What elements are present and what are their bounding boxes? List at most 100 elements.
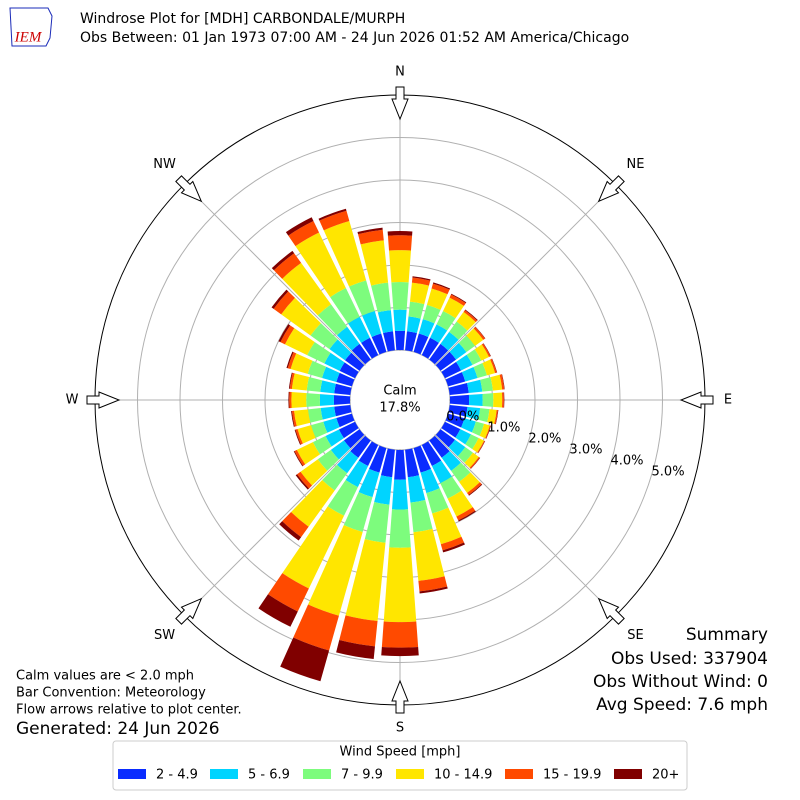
bar-segment xyxy=(440,331,459,351)
bar-segment xyxy=(421,441,442,467)
bar-segment xyxy=(480,377,493,392)
bar-segment xyxy=(469,456,480,469)
bar-segment xyxy=(435,351,457,371)
bar-segment xyxy=(383,547,417,623)
summary: Obs Without Wind: 0 xyxy=(593,672,768,692)
bar-segment xyxy=(466,349,482,365)
flow-arrow xyxy=(597,175,625,203)
bar-segment xyxy=(330,288,360,324)
bar-segment xyxy=(291,480,335,527)
bar-segment xyxy=(361,337,379,359)
bar-segment xyxy=(421,337,439,359)
bar-segment xyxy=(487,409,497,424)
bar-segment xyxy=(322,464,348,491)
compass-label: NE xyxy=(626,157,644,172)
bar-segment xyxy=(450,293,467,304)
bar-segment xyxy=(380,448,395,478)
bar-segment xyxy=(291,392,307,408)
legend-label: 7 - 9.9 xyxy=(341,768,383,783)
bar-segment xyxy=(502,392,504,408)
bar-segment xyxy=(493,392,503,408)
legend-label: 15 - 19.9 xyxy=(543,768,601,783)
bar-segment xyxy=(441,421,461,438)
bar-segment xyxy=(501,374,505,390)
bar-segment xyxy=(449,342,467,360)
bar-segment xyxy=(467,379,483,394)
bar-segment xyxy=(455,429,472,445)
logo-text: IEM xyxy=(14,29,43,45)
bar-segment xyxy=(449,294,466,306)
legend-label: 2 - 4.9 xyxy=(156,768,198,783)
bar-segment xyxy=(327,480,358,516)
bar-segment xyxy=(440,536,465,551)
bar-segment xyxy=(431,460,452,484)
flow-arrow-shape xyxy=(175,175,203,203)
bar-segment xyxy=(288,391,290,409)
legend-label: 20+ xyxy=(652,768,679,783)
bar-segment xyxy=(418,319,435,337)
bar-segment xyxy=(377,310,394,333)
bar-segment xyxy=(435,429,456,448)
flow-arrow-shape xyxy=(679,391,714,409)
note: Flow arrows relative to plot center. xyxy=(16,703,242,718)
bar-segment xyxy=(336,326,360,351)
bar-segment xyxy=(324,352,345,371)
bar-segment xyxy=(464,452,479,468)
bar-segment xyxy=(413,333,429,355)
legend: 2 - 4.9 5 - 6.9 7 - 9.9 10 - 14.9 15 - 19.9 2… xyxy=(118,768,679,783)
bar-segment xyxy=(383,331,395,352)
spoke xyxy=(399,399,617,617)
calm-circle xyxy=(351,351,449,449)
bar-segment xyxy=(295,232,346,298)
flow-arrow-shape xyxy=(86,391,121,409)
bar-segment xyxy=(458,510,476,522)
bar-segment xyxy=(282,512,309,538)
bar-segment xyxy=(290,353,313,374)
bar-segment xyxy=(464,309,478,321)
bar-segment xyxy=(474,344,490,361)
flow-arrow-shape xyxy=(391,86,409,121)
bar-segment xyxy=(457,447,473,463)
bar-segment xyxy=(426,288,448,310)
bar-segment xyxy=(267,573,309,612)
bar-segment xyxy=(431,283,450,295)
bar-segment xyxy=(495,409,499,425)
bar-segment xyxy=(463,310,478,323)
bar-segment xyxy=(271,250,295,271)
bar-segment xyxy=(349,280,375,316)
bar-segment xyxy=(429,435,450,458)
bar-segment xyxy=(360,240,389,286)
bar-segment xyxy=(445,372,466,387)
bar-segment xyxy=(411,277,431,286)
bar-segment xyxy=(344,352,365,371)
bar-segment xyxy=(295,474,310,490)
bar-segment xyxy=(291,410,295,427)
bar-segment xyxy=(279,521,302,541)
bar-segment xyxy=(405,448,420,478)
calm-label: Calm xyxy=(383,384,416,399)
bar-segment xyxy=(295,429,303,445)
flow-arrow-shape xyxy=(391,679,409,714)
flow-arrow-shape xyxy=(597,597,625,625)
bar-segment xyxy=(448,383,469,395)
bar-segment xyxy=(467,482,482,496)
bar-segment xyxy=(364,502,390,543)
flow-arrow xyxy=(679,391,714,409)
bar-segment xyxy=(369,445,387,473)
compass-label: W xyxy=(66,393,79,408)
bar-segment xyxy=(291,410,297,427)
chart-subtitle: Obs Between: 01 Jan 1973 07:00 AM - 24 J… xyxy=(80,30,629,46)
flow-arrow xyxy=(391,679,409,714)
bar-segment xyxy=(477,440,485,453)
compass-label: SE xyxy=(627,628,643,643)
bar-segment xyxy=(282,506,345,589)
bar-segment xyxy=(472,438,485,453)
bar-segment xyxy=(418,576,448,592)
bar-segment xyxy=(412,276,431,281)
bar-segment xyxy=(499,374,505,390)
bar-segment xyxy=(409,282,429,305)
bar-segment xyxy=(317,304,348,336)
bar-segment xyxy=(465,434,479,450)
bar-segment xyxy=(490,358,497,374)
bar-segment xyxy=(429,343,449,365)
